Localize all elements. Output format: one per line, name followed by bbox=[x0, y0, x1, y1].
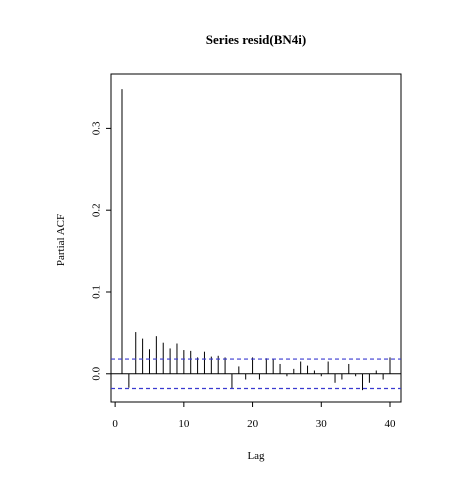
x-axis: 0 10 20 30 40 bbox=[112, 402, 396, 430]
x-tick-label-10: 10 bbox=[178, 418, 190, 430]
plot-frame bbox=[110, 73, 402, 403]
y-tick-label-0-1: 0.1 bbox=[91, 285, 103, 299]
y-axis-label: Partial ACF bbox=[55, 214, 67, 266]
x-tick-label-30: 30 bbox=[316, 418, 328, 430]
x-tick-label-40: 40 bbox=[385, 418, 397, 430]
x-axis-label: Lag bbox=[247, 450, 265, 462]
chart-title: Series resid(BN4i) bbox=[206, 32, 307, 47]
x-tick-label-0: 0 bbox=[112, 418, 118, 430]
y-axis: 0.0 0.1 0.2 0.3 bbox=[91, 121, 111, 381]
y-tick-label-0-3: 0.3 bbox=[91, 121, 103, 135]
confidence-bands bbox=[111, 358, 401, 390]
x-tick-label-20: 20 bbox=[247, 418, 259, 430]
y-tick-label-0-2: 0.2 bbox=[91, 203, 103, 217]
y-tick-label-0: 0.0 bbox=[91, 366, 103, 380]
pacf-spikes bbox=[121, 89, 391, 391]
